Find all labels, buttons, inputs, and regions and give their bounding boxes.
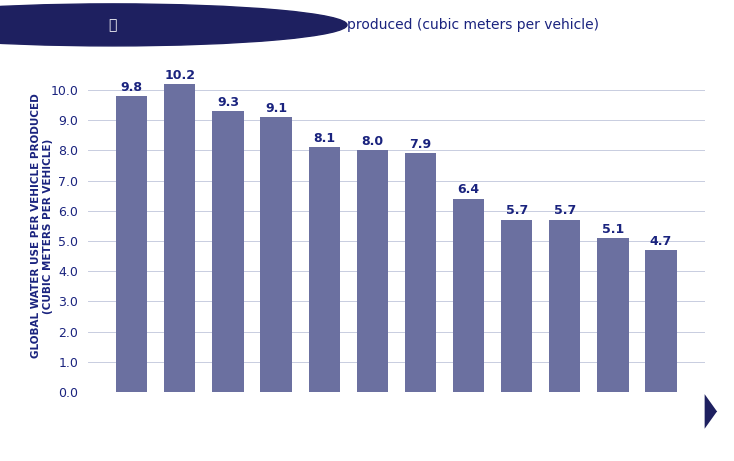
Circle shape [0,4,347,46]
Text: 10.2: 10.2 [164,69,195,82]
Text: 4.7: 4.7 [650,235,672,248]
Text: 7.9: 7.9 [410,138,432,151]
Bar [308,148,340,392]
Text: 5.7: 5.7 [553,204,576,218]
Bar [164,84,195,392]
Bar [645,250,677,392]
Text: 2007: 2007 [456,405,491,418]
Text: 2003: 2003 [250,405,286,418]
Text: 8.1: 8.1 [313,132,335,145]
Text: 6.4: 6.4 [457,183,479,196]
Y-axis label: GLOBAL WATER USE PER VEHICLE PRODUCED
(CUBIC METERS PER VEHICLE): GLOBAL WATER USE PER VEHICLE PRODUCED (C… [32,94,53,358]
Text: 2006: 2006 [404,405,440,418]
Text: 2009: 2009 [559,405,594,418]
Polygon shape [705,394,717,429]
Text: 2005: 2005 [353,405,388,418]
Text: 9.8: 9.8 [120,81,142,94]
Bar [597,238,628,392]
Text: 2010: 2010 [610,405,645,418]
Bar [453,199,484,392]
Text: 5.7: 5.7 [506,204,528,218]
Text: 2011: 2011 [661,405,697,418]
Bar [404,154,436,392]
Text: 2001: 2001 [148,405,183,418]
Bar [261,117,291,392]
Text: 🔥: 🔥 [109,18,117,32]
Text: 2008: 2008 [507,405,542,418]
Text: 2002: 2002 [199,405,234,418]
Bar [357,150,388,392]
Bar [212,111,244,392]
Text: 5.1: 5.1 [602,223,624,236]
Bar [116,96,148,392]
Text: 2004: 2004 [302,405,337,418]
Text: Global water use per vehicle produced (cubic meters per vehicle): Global water use per vehicle produced (c… [144,18,598,32]
Bar [549,220,581,392]
Text: 9.3: 9.3 [217,96,239,109]
Text: 2000: 2000 [96,405,131,418]
Text: 9.1: 9.1 [265,102,287,115]
Bar [501,220,532,392]
Text: 8.0: 8.0 [361,135,383,148]
